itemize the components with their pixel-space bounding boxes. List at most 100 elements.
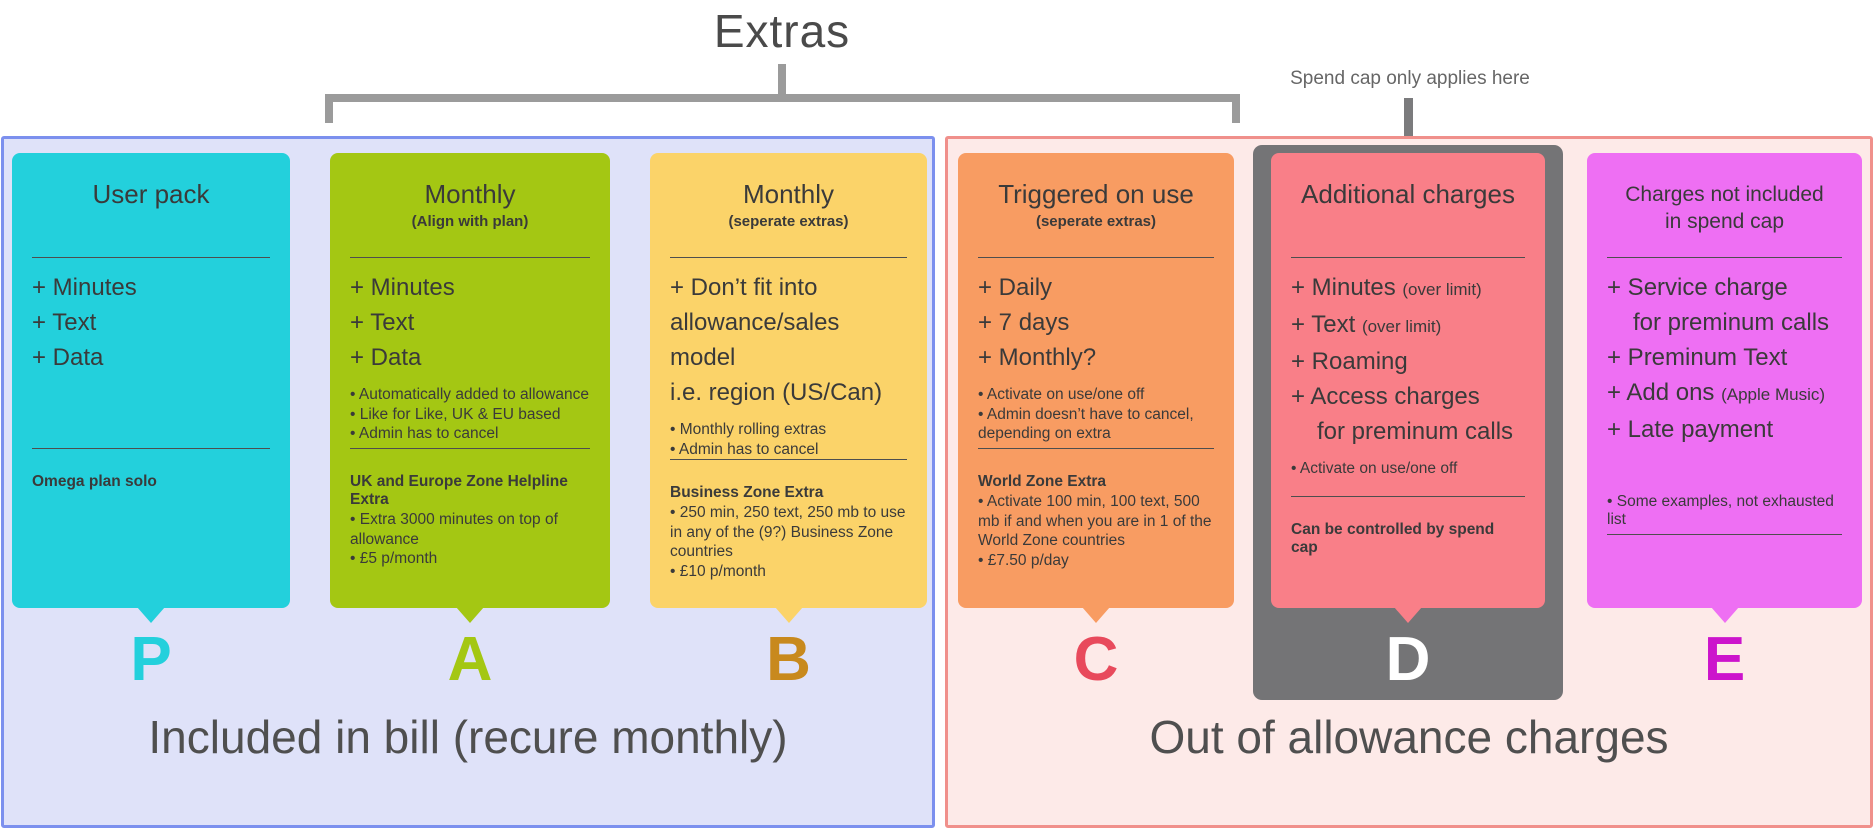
card-tail (1710, 607, 1739, 623)
card-subtitle: (seperate extras) (1035, 213, 1157, 230)
bullet: • Activate 100 min, 100 text, 500 mb if … (978, 493, 1212, 549)
divider (1291, 496, 1525, 497)
card-monthly-separate: Monthly (seperate extras) + Don’t fit in… (650, 153, 927, 623)
card-label-E: E (1703, 625, 1746, 694)
divider (1607, 257, 1842, 258)
bullet: • £5 p/month (350, 550, 438, 567)
card-bullets: • Automatically added to allowance • Lik… (350, 385, 590, 444)
footer-title: UK and Europe Zone Helpline Extra (350, 473, 568, 508)
card-items: + Minutes + Text + Data (350, 270, 590, 375)
card-title: Monthly (742, 179, 835, 209)
divider (670, 459, 907, 460)
card-footer: UK and Europe Zone Helpline Extra • Extr… (350, 448, 590, 596)
footer-title: World Zone Extra (978, 473, 1107, 490)
card-label-B: B (766, 625, 811, 694)
footer-title: Can be controlled by spend cap (1291, 521, 1495, 556)
footer-bullets: • 250 min, 250 text, 250 mb to use in an… (670, 503, 907, 581)
card-additional-charges: Additional charges + Minutes (over limit… (1271, 153, 1545, 623)
bracket-tick-left (325, 94, 333, 123)
list-item: + Late payment (1607, 416, 1774, 443)
card-title: Charges not included in spend cap (1625, 183, 1824, 233)
list-item: + Minutes (32, 274, 137, 301)
item-note: (over limit) (1402, 280, 1482, 299)
bullet: • Admin doesn’t have to cancel, dependin… (978, 405, 1194, 443)
card-footer: Can be controlled by spend cap (1291, 496, 1525, 596)
list-item: + Text (350, 309, 415, 336)
bullet: • Extra 3000 minutes on top of allowance (350, 511, 558, 548)
bullet: • Admin has to cancel (350, 425, 499, 442)
card-items: + Minutes (over limit) + Text (over limi… (1291, 270, 1525, 449)
list-item: + Minutes (350, 274, 455, 301)
card-tail (1394, 607, 1422, 623)
list-item: for preminum calls (1317, 418, 1514, 445)
list-item: + Daily (978, 274, 1053, 301)
card-not-in-spend-cap: Charges not included in spend cap + Serv… (1587, 153, 1862, 623)
bullet: • Activate on use/one off (1291, 460, 1458, 477)
card-title: Additional charges (1301, 179, 1515, 209)
bullet: • Activate on use/one off (978, 386, 1145, 403)
list-item: + Service charge (1607, 274, 1788, 301)
card-label-P: P (130, 625, 172, 694)
card-head: Monthly (seperate extras) (670, 167, 907, 257)
divider (1607, 534, 1842, 535)
divider (32, 257, 270, 258)
card-label-A: A (447, 625, 493, 694)
item-note: (over limit) (1361, 317, 1442, 336)
card-label-C: C (1073, 625, 1119, 694)
card-subtitle: (seperate extras) (728, 213, 849, 230)
card-items: + Don’t fit into allowance/sales model i… (670, 270, 907, 410)
card-items: + Service charge for preminum calls + Pr… (1607, 270, 1842, 447)
card-items: + Daily + 7 days + Monthly? (978, 270, 1214, 375)
spend-cap-note: Spend cap only applies here (1290, 68, 1530, 89)
list-item: allowance/sales model (670, 309, 840, 371)
footer-title: Business Zone Extra (670, 484, 824, 501)
footer-bullets: • Extra 3000 minutes on top of allowance… (350, 510, 590, 569)
footer-note: • Some examples, not exhausted list (1607, 493, 1834, 528)
list-item: + Add ons (Apple Music) (1607, 375, 1842, 412)
card-title: Triggered on use (998, 179, 1194, 209)
list-item: + Don’t fit into (670, 274, 818, 301)
divider (670, 257, 907, 258)
card-head: Charges not included in spend cap (1607, 167, 1842, 257)
card-tail (1082, 607, 1110, 623)
list-item: + Data (350, 344, 422, 371)
card-bullets: • Activate on use/one off (1291, 459, 1525, 479)
diagram-title: Extras (713, 5, 851, 57)
list-item: + Roaming (1291, 348, 1408, 375)
card-subtitle: (Align with plan) (411, 213, 529, 230)
included-caption: Included in bill (recure monthly) (148, 711, 788, 763)
card-items: + Minutes + Text + Data (32, 270, 270, 375)
bullet: • 250 min, 250 text, 250 mb to use in an… (670, 504, 906, 560)
card-bullets: • Monthly rolling extras • Admin has to … (670, 420, 907, 459)
card-head: User pack (32, 167, 270, 257)
card-footer: Omega plan solo (32, 448, 270, 596)
list-item: i.e. region (US/Can) (670, 379, 883, 406)
footer-title: Omega plan solo (32, 473, 157, 490)
list-item: + 7 days (978, 309, 1070, 336)
item-text: + Add ons (1607, 379, 1722, 406)
card-footer: World Zone Extra • Activate 100 min, 100… (978, 448, 1214, 596)
list-item: + Monthly? (978, 344, 1097, 371)
card-monthly-align: Monthly (Align with plan) + Minutes + Te… (330, 153, 610, 623)
card-head: Monthly (Align with plan) (350, 167, 590, 257)
bracket-stem (778, 64, 786, 96)
list-item: + Text (32, 309, 97, 336)
list-item: + Minutes (over limit) (1291, 270, 1525, 307)
card-title: Monthly (424, 179, 516, 209)
bullet: • Admin has to cancel (670, 440, 819, 458)
card-triggered-on-use: Triggered on use (seperate extras) + Dai… (958, 153, 1234, 623)
list-item: for preminum calls (1633, 309, 1830, 336)
card-footer: Business Zone Extra • 250 min, 250 text,… (670, 459, 907, 607)
card-tail (774, 607, 803, 623)
list-item: + Data (32, 344, 104, 371)
bullet: • £7.50 p/day (978, 551, 1069, 569)
spend-cap-pointer-line (1404, 98, 1413, 150)
list-item: + Access charges (1291, 383, 1480, 410)
card-head: Additional charges (1291, 167, 1525, 257)
card-user-pack: User pack + Minutes + Text + Data Omega … (12, 153, 290, 623)
item-text: + Minutes (1291, 274, 1403, 301)
bullet: • Monthly rolling extras (670, 421, 827, 438)
card-label-D: D (1385, 625, 1431, 694)
bullet: • Automatically added to allowance (350, 386, 589, 403)
list-item: + Preminum Text (1607, 344, 1788, 371)
